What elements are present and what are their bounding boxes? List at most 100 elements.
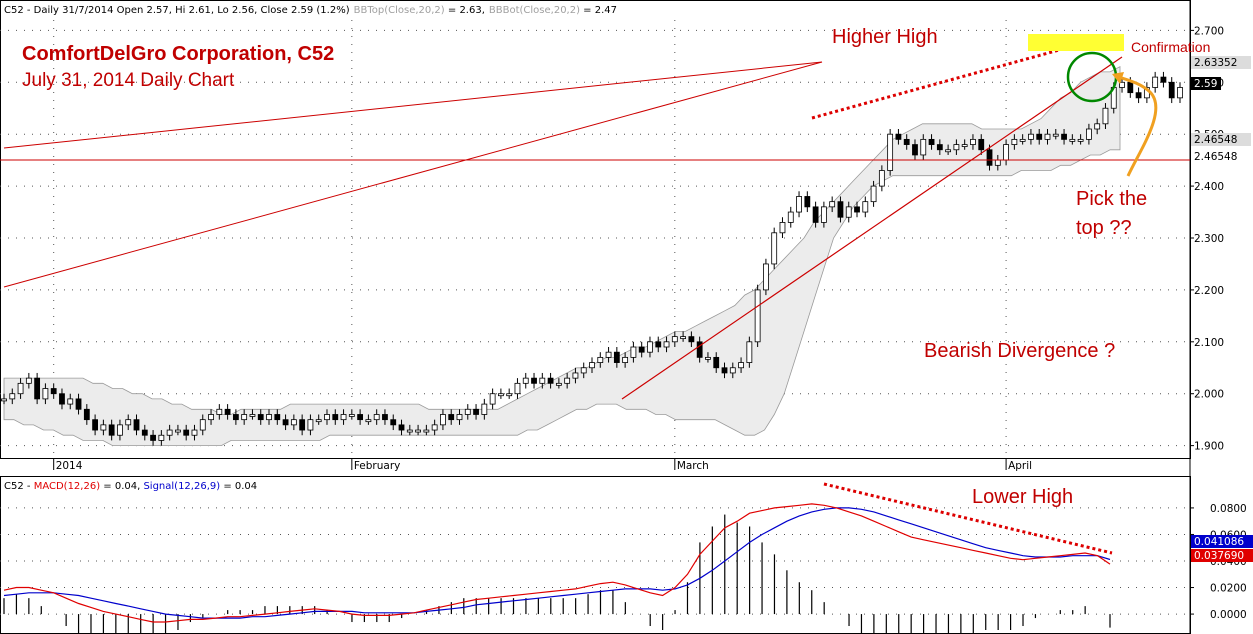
candle-body <box>158 434 165 441</box>
close-badge-text: 2.59 <box>1194 78 1217 90</box>
candle-body <box>605 351 612 358</box>
candle-body <box>945 149 952 153</box>
candle-body <box>83 408 90 421</box>
candle-body <box>34 377 41 400</box>
candle-body <box>738 362 744 369</box>
candle-body <box>696 341 703 358</box>
uptrend-line <box>621 56 1123 400</box>
candle-body <box>415 429 421 433</box>
candle-body <box>1077 138 1084 142</box>
candle-body <box>50 388 57 395</box>
chart-subtitle: July 31, 2014 Daily Chart <box>22 70 235 91</box>
candle-body <box>382 414 388 421</box>
candle-body <box>746 341 753 363</box>
candle-body <box>655 341 662 348</box>
candle-body <box>994 159 1001 166</box>
candle-body <box>274 414 281 421</box>
candle-body <box>307 419 314 431</box>
bbtop-badge-text: 2.63352 <box>1194 57 1237 69</box>
candle-body <box>638 346 645 353</box>
macd-badge-text: 0.037690 <box>1194 550 1244 562</box>
candle-body <box>92 419 98 431</box>
candle-body <box>820 206 827 223</box>
candle-body <box>978 138 985 151</box>
candle-body <box>564 377 571 384</box>
macd-line <box>3 503 1111 623</box>
candle-body <box>936 144 943 151</box>
candle-body <box>804 196 811 208</box>
candle-body <box>1028 133 1034 140</box>
fan-line-lower <box>3 61 823 288</box>
candle-body <box>1152 76 1159 88</box>
hline-badge-text: 2.46548 <box>1194 151 1237 163</box>
bbbot-badge-text: 2.46548 <box>1194 134 1237 146</box>
candle-body <box>572 372 579 379</box>
lower-high-label: Lower High <box>972 486 1073 508</box>
month-tick-label: March <box>677 460 709 472</box>
candle-body <box>986 149 993 166</box>
candle-body <box>75 398 82 410</box>
candle-body <box>862 201 869 213</box>
candle-body <box>1094 123 1101 130</box>
candle-body <box>398 424 405 431</box>
candle-body <box>141 429 148 436</box>
candle-body <box>464 408 471 415</box>
candle-body <box>249 414 256 417</box>
candle-body <box>67 398 74 405</box>
candle-body <box>183 429 190 436</box>
candle-body <box>406 429 413 433</box>
lower-high-dotted-line <box>823 482 1113 555</box>
macd-tick-label: 0.0200 <box>1210 583 1247 595</box>
chart-header: C52 - Daily 31/7/2014 Open 2.57, Hi 2.61… <box>4 5 617 16</box>
price-tick-label: 2.100 <box>1194 337 1224 349</box>
bbbot-badge: 2.46548 <box>1191 133 1251 146</box>
candle-body <box>390 419 397 426</box>
candle-body <box>357 414 364 421</box>
candle-body <box>1011 138 1018 145</box>
header-info: C52 - Daily 31/7/2014 Open 2.57, Hi 2.61… <box>4 5 350 16</box>
candle-body <box>539 377 546 384</box>
candle-body <box>713 356 720 369</box>
bollinger-band-area <box>3 66 1121 446</box>
candle-body <box>729 367 736 374</box>
candle-body <box>970 138 976 145</box>
candle-body <box>721 367 728 374</box>
signal-badge-text: 0.041086 <box>1194 536 1244 548</box>
candle-body <box>373 414 380 421</box>
candle-body <box>589 362 595 369</box>
candle-body <box>489 393 496 405</box>
candle-body <box>1003 144 1009 161</box>
price-tick-label: 2.400 <box>1194 181 1224 193</box>
macd-header-signal-label: Signal(12,26,9) <box>143 481 220 492</box>
candle-body <box>108 424 115 436</box>
signal-badge: 0.041086 <box>1191 535 1253 548</box>
candle-body <box>597 356 604 363</box>
candle-body <box>1061 133 1067 140</box>
candle-body <box>531 377 537 384</box>
candle-body <box>100 424 107 431</box>
macd-lines <box>3 503 1111 623</box>
signal-line <box>3 507 1111 619</box>
candle-body <box>920 138 927 156</box>
arrow-head <box>1112 72 1124 84</box>
candle-body <box>903 138 910 145</box>
candle-body <box>1177 87 1183 99</box>
candle-body <box>17 382 24 395</box>
candle-body <box>837 201 844 218</box>
candle-body <box>1102 107 1109 125</box>
bearish-divergence-label: Bearish Divergence ? <box>924 340 1115 362</box>
candle-body <box>25 377 32 384</box>
candle-body <box>1168 81 1175 99</box>
candle-body <box>473 408 479 415</box>
close-badge: 2.59 <box>1191 77 1221 90</box>
bollinger-bands <box>3 66 1121 446</box>
candle-body <box>613 351 620 363</box>
candle-body <box>1069 138 1076 142</box>
candle-body <box>266 414 272 421</box>
bbbot-value: = 2.47 <box>580 5 617 16</box>
candle-body <box>680 336 686 340</box>
candle-body <box>1119 81 1125 88</box>
pick-top-label-2: top ?? <box>1076 217 1132 239</box>
candle-body <box>125 419 132 426</box>
price-tick-label: 2.200 <box>1194 285 1224 297</box>
